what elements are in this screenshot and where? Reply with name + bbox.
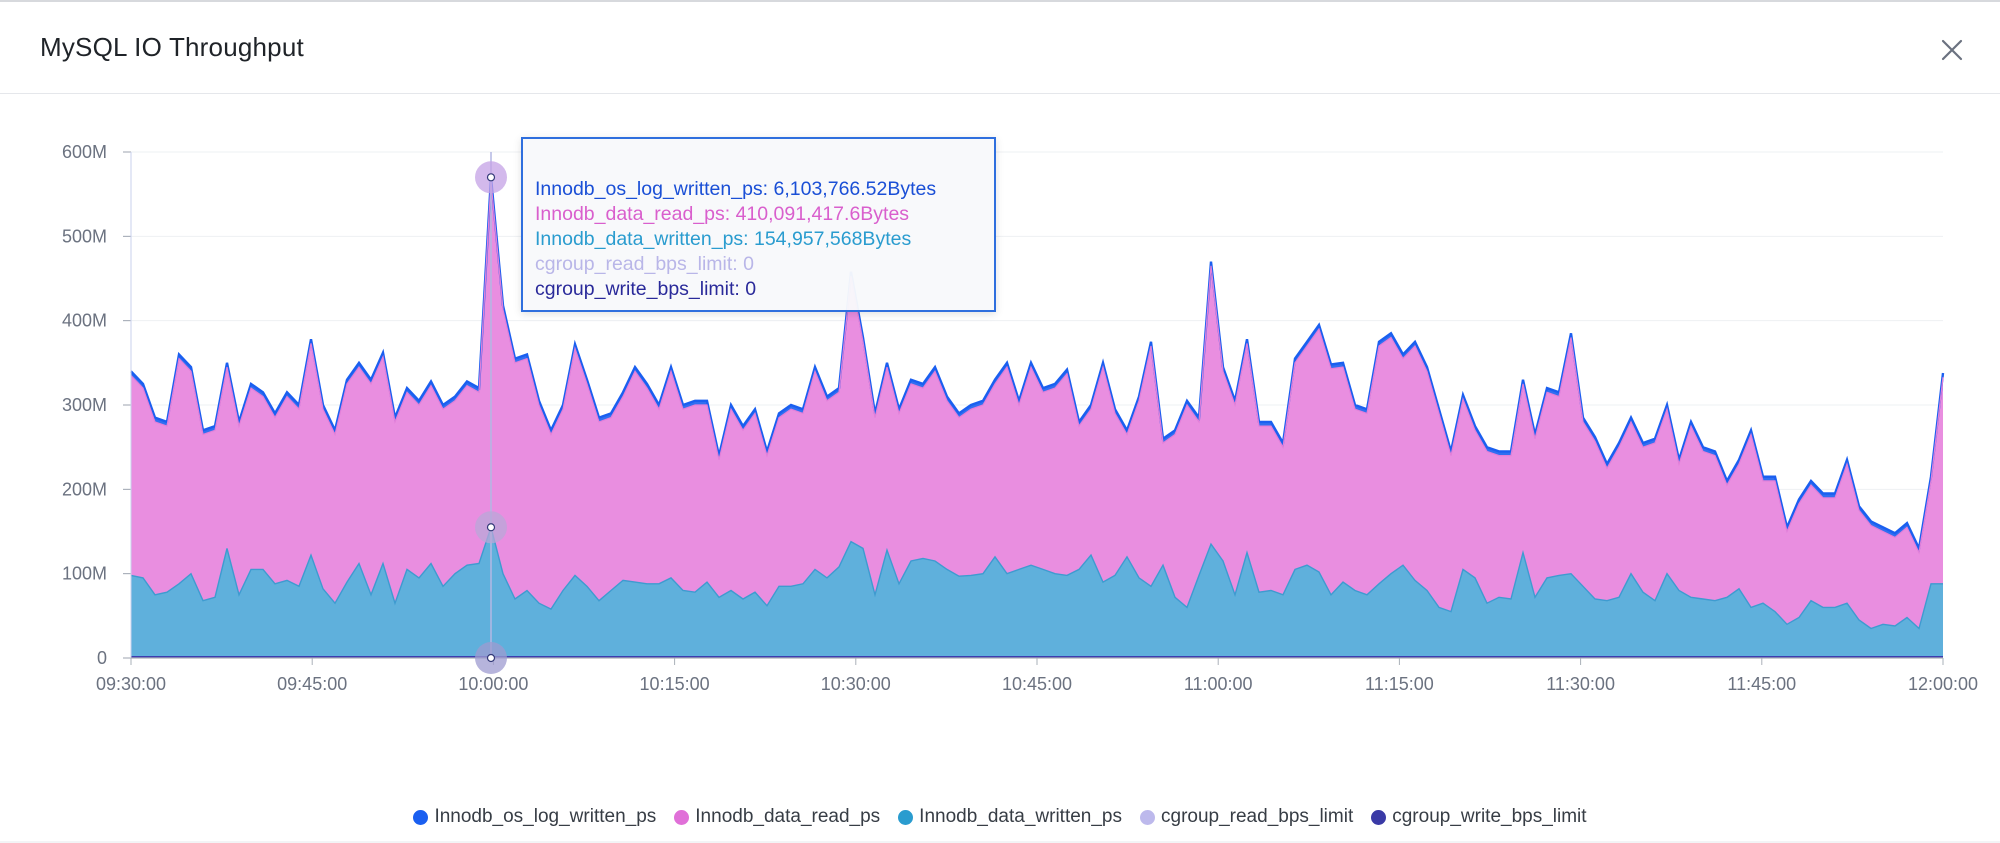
throughput-chart[interactable]: 0 100M 200M 300M 400M 500M 600M 09:30:00 09:45:0… [0, 94, 2000, 794]
x-tick-label: 10:45:00 [1002, 674, 1072, 694]
y-tick-label: 0 [97, 648, 107, 668]
modal-header: MySQL IO Throughput [0, 2, 2000, 94]
series-area-innodb-data-written [131, 527, 1943, 658]
legend-label: Innodb_os_log_written_ps [434, 806, 657, 827]
tooltip-row: Innodb_os_log_written_ps: 6,103,766.52By… [535, 178, 937, 200]
chart-legend: Innodb_os_log_written_ps Innodb_data_read… [0, 800, 2000, 834]
y-tick-label: 200M [62, 479, 107, 499]
legend-marker [674, 809, 690, 825]
series-line-innodb-os-log-written [130, 177, 1945, 553]
series-line-innodb-data-read [130, 181, 1944, 555]
legend-marker [1371, 809, 1387, 825]
legend-marker [898, 809, 914, 825]
hover-marker-stack-top [486, 173, 496, 182]
x-tick-label: 10:30:00 [821, 674, 891, 694]
x-tick-label: 09:30:00 [96, 674, 166, 694]
y-tick-label: 600M [62, 142, 107, 162]
chart-area[interactable]: 0 100M 200M 300M 400M 500M 600M 09:30:00 09:45:0… [0, 94, 2000, 843]
x-tick-label: 10:15:00 [640, 674, 710, 694]
legend-item[interactable]: cgroup_read_bps_limit [1140, 806, 1353, 828]
x-tick-label: 09:45:00 [277, 674, 347, 694]
legend-item[interactable]: Innodb_os_log_written_ps [413, 806, 656, 828]
x-tick-label: 12:00:00 [1908, 674, 1978, 694]
legend-label: cgroup_read_bps_limit [1161, 806, 1354, 827]
tooltip-row: Innodb_data_written_ps: 154,957,568Bytes [535, 228, 912, 250]
legend-item[interactable]: Innodb_data_read_ps [674, 806, 880, 828]
legend-label: Innodb_data_written_ps [919, 806, 1122, 827]
series-area-innodb-data-read [131, 181, 1943, 658]
x-tick-label: 11:00:00 [1184, 674, 1253, 694]
y-tick-label: 100M [62, 564, 107, 584]
tooltip-row: cgroup_read_bps_limit: 0 [535, 253, 754, 275]
y-tick-label: 500M [62, 226, 107, 246]
hover-marker-data-written [486, 523, 496, 532]
close-button[interactable] [1934, 32, 1970, 68]
hover-marker-baseline [486, 653, 496, 663]
legend-marker [1140, 809, 1155, 825]
legend-marker [413, 809, 429, 825]
chart-tooltip: Innodb_os_log_written_ps: 6,103,766.52By… [521, 137, 996, 312]
y-tick-label: 300M [62, 395, 107, 415]
modal-title: MySQL IO Throughput [40, 32, 304, 62]
x-tick-label: 10:00:00 [458, 674, 528, 694]
x-tick-label: 11:30:00 [1546, 674, 1615, 694]
close-icon [1941, 39, 1963, 61]
y-tick-label: 400M [62, 311, 107, 331]
tooltip-row: cgroup_write_bps_limit: 0 [535, 278, 757, 300]
legend-item[interactable]: cgroup_write_bps_limit [1371, 806, 1587, 828]
series-line-innodb-data-written [130, 524, 1943, 630]
tooltip-row: Innodb_data_read_ps: 410,091,417.6Bytes [535, 203, 910, 225]
x-tick-label: 11:15:00 [1365, 674, 1434, 694]
legend-item[interactable]: Innodb_data_written_ps [898, 806, 1122, 828]
legend-label: cgroup_write_bps_limit [1392, 806, 1587, 827]
x-tick-label: 11:45:00 [1727, 674, 1796, 694]
legend-label: Innodb_data_read_ps [695, 806, 881, 827]
